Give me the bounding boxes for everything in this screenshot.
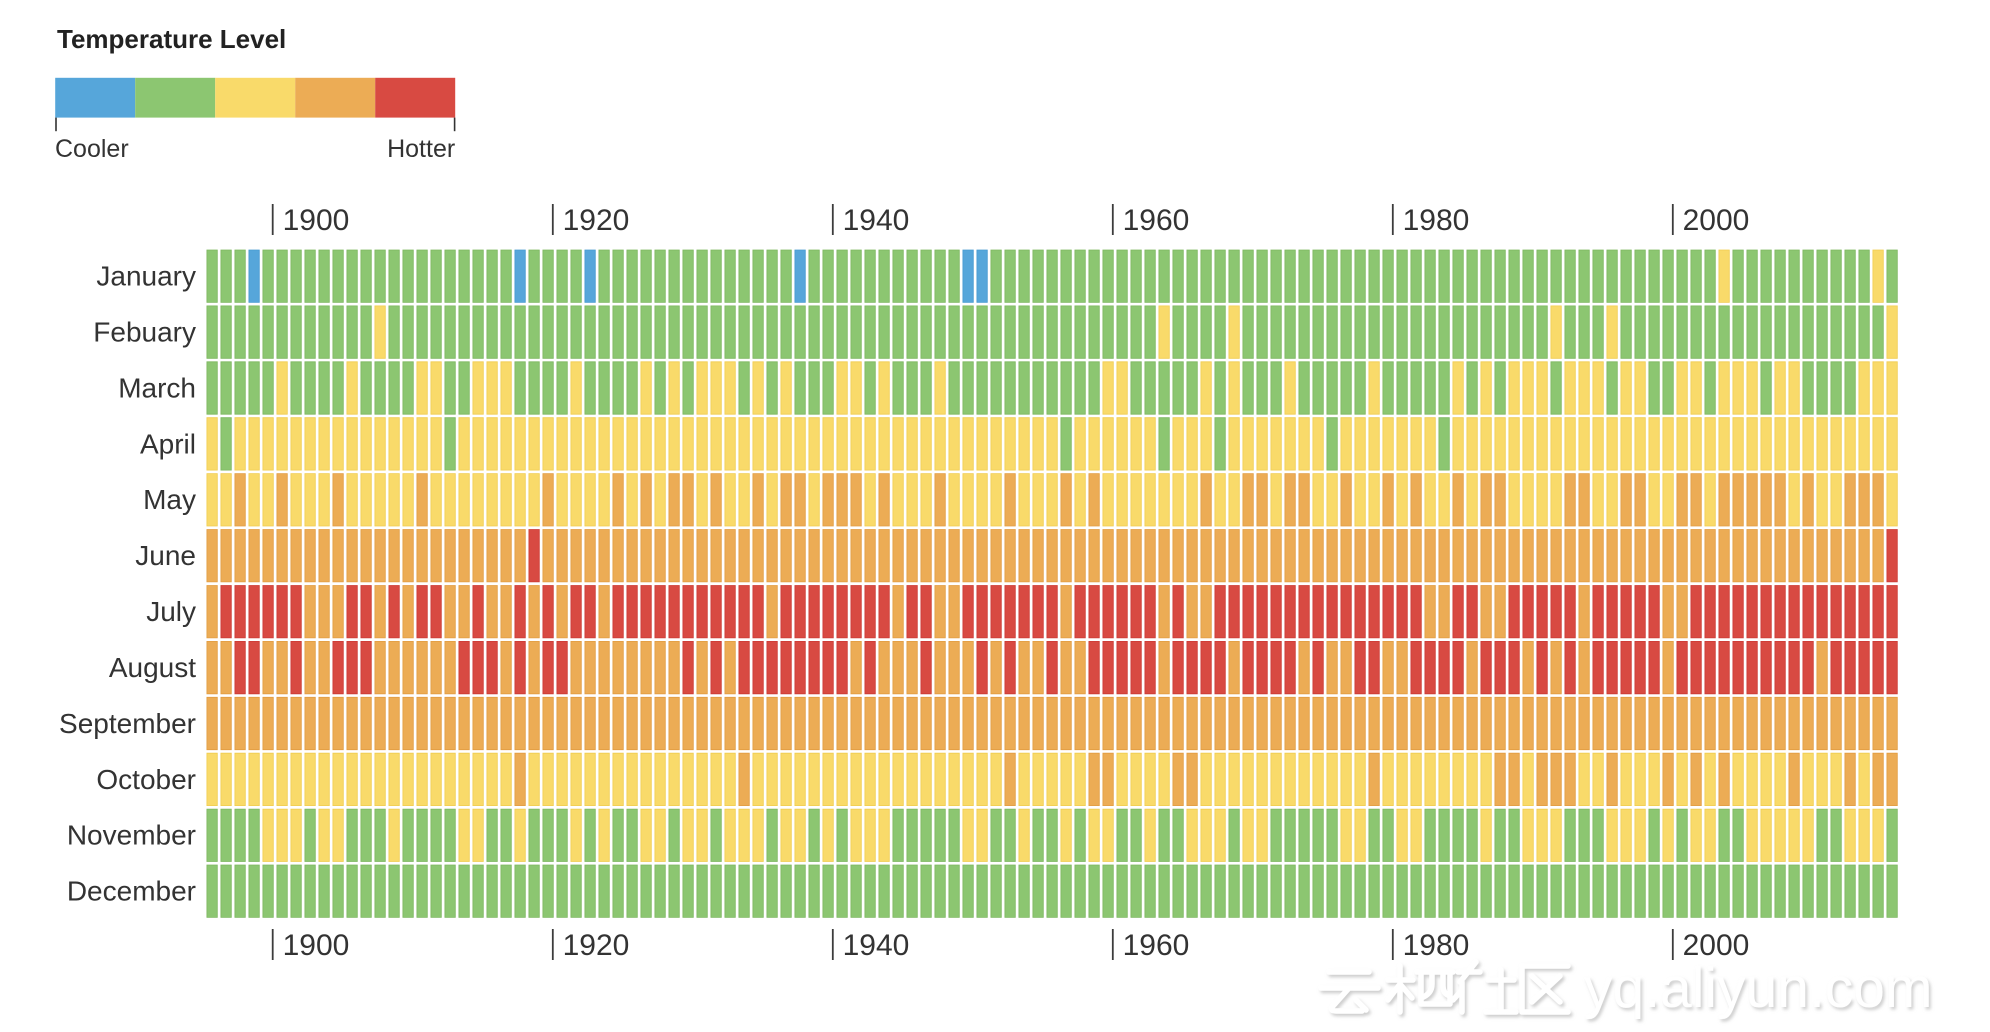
- svg-text:Febuary: Febuary: [93, 317, 196, 348]
- svg-text:1920: 1920: [563, 929, 630, 962]
- svg-text:1980: 1980: [1403, 204, 1470, 237]
- svg-text:Hotter: Hotter: [387, 135, 455, 163]
- svg-text:October: October: [96, 764, 196, 795]
- svg-text:Cooler: Cooler: [55, 135, 129, 163]
- svg-text:November: November: [67, 820, 196, 851]
- svg-text:1980: 1980: [1403, 929, 1470, 962]
- svg-text:July: July: [146, 596, 196, 627]
- svg-text:yq.aliyun.com: yq.aliyun.com: [1584, 956, 1933, 1020]
- svg-text:May: May: [143, 484, 196, 515]
- svg-text:1960: 1960: [1123, 929, 1190, 962]
- svg-text:December: December: [67, 876, 196, 907]
- svg-text:1940: 1940: [843, 929, 910, 962]
- svg-text:August: August: [109, 652, 196, 683]
- svg-text:September: September: [59, 708, 196, 739]
- svg-text:June: June: [135, 540, 196, 571]
- svg-text:1960: 1960: [1123, 204, 1190, 237]
- svg-text:1940: 1940: [843, 204, 910, 237]
- svg-text:April: April: [140, 428, 196, 459]
- svg-text:2000: 2000: [1683, 929, 1750, 962]
- svg-text:2000: 2000: [1683, 204, 1750, 237]
- svg-text:January: January: [96, 261, 196, 292]
- svg-text:1900: 1900: [283, 929, 350, 962]
- svg-text:1920: 1920: [563, 204, 630, 237]
- svg-text:Temperature Level: Temperature Level: [57, 24, 286, 54]
- svg-text:1900: 1900: [283, 204, 350, 237]
- svg-text:March: March: [118, 372, 196, 403]
